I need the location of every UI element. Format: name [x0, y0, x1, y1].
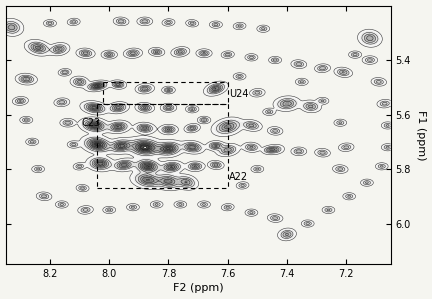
- Text: U24: U24: [229, 89, 249, 99]
- X-axis label: F2 (ppm): F2 (ppm): [173, 283, 223, 293]
- Text: A22: A22: [229, 172, 248, 182]
- Text: C23: C23: [81, 118, 100, 128]
- Y-axis label: F1 (ppm): F1 (ppm): [416, 110, 426, 160]
